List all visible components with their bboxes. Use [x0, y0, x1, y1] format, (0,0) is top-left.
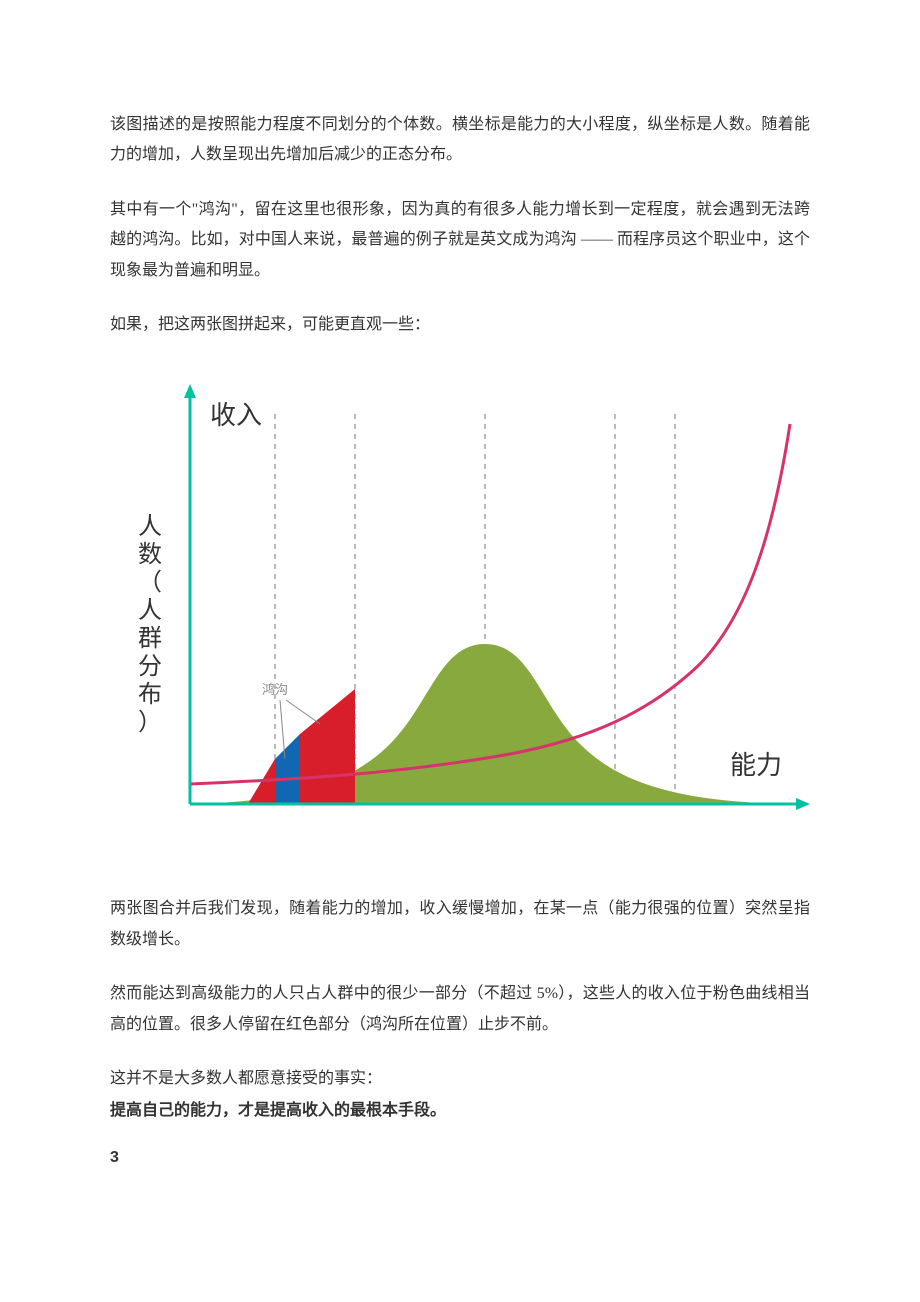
- paragraph-2: 其中有一个"鸿沟"，留在这里也很形象，因为真的有很多人能力增长到一定程度，就会遇…: [110, 195, 810, 286]
- svg-text:能力: 能力: [730, 750, 782, 780]
- paragraph-4: 两张图合并后我们发现，随着能力的增加，收入缓慢增加，在某一点（能力很强的位置）突…: [110, 894, 810, 955]
- paragraph-6: 这并不是大多数人都愿意接受的事实：: [110, 1064, 810, 1094]
- svg-text:（: （: [138, 569, 162, 596]
- svg-text:人: 人: [138, 597, 162, 624]
- paragraph-7-bold: 提高自己的能力，才是提高收入的最根本手段。: [110, 1096, 810, 1126]
- svg-text:分: 分: [138, 653, 162, 680]
- section-number: 3: [110, 1143, 810, 1173]
- paragraph-3: 如果，把这两张图拼起来，可能更直观一些：: [110, 310, 810, 340]
- svg-text:）: ）: [138, 709, 162, 736]
- document-page: 该图描述的是按照能力程度不同划分的个体数。横坐标是能力的大小程度，纵坐标是人数。…: [0, 0, 920, 1249]
- svg-text:收入: 收入: [210, 400, 262, 430]
- paragraph-1: 该图描述的是按照能力程度不同划分的个体数。横坐标是能力的大小程度，纵坐标是人数。…: [110, 110, 810, 171]
- combined-ability-income-chart: 鸿沟收入能力人数（人群分布）: [110, 364, 810, 864]
- chart-svg: 鸿沟收入能力人数（人群分布）: [110, 364, 810, 864]
- svg-text:人: 人: [138, 513, 162, 540]
- paragraph-5: 然而能达到高级能力的人只占人群中的很少一部分（不超过 5%），这些人的收入位于粉…: [110, 979, 810, 1040]
- svg-text:鸿沟: 鸿沟: [262, 682, 288, 697]
- svg-text:数: 数: [138, 541, 162, 568]
- svg-text:群: 群: [138, 625, 162, 652]
- svg-text:布: 布: [138, 681, 162, 708]
